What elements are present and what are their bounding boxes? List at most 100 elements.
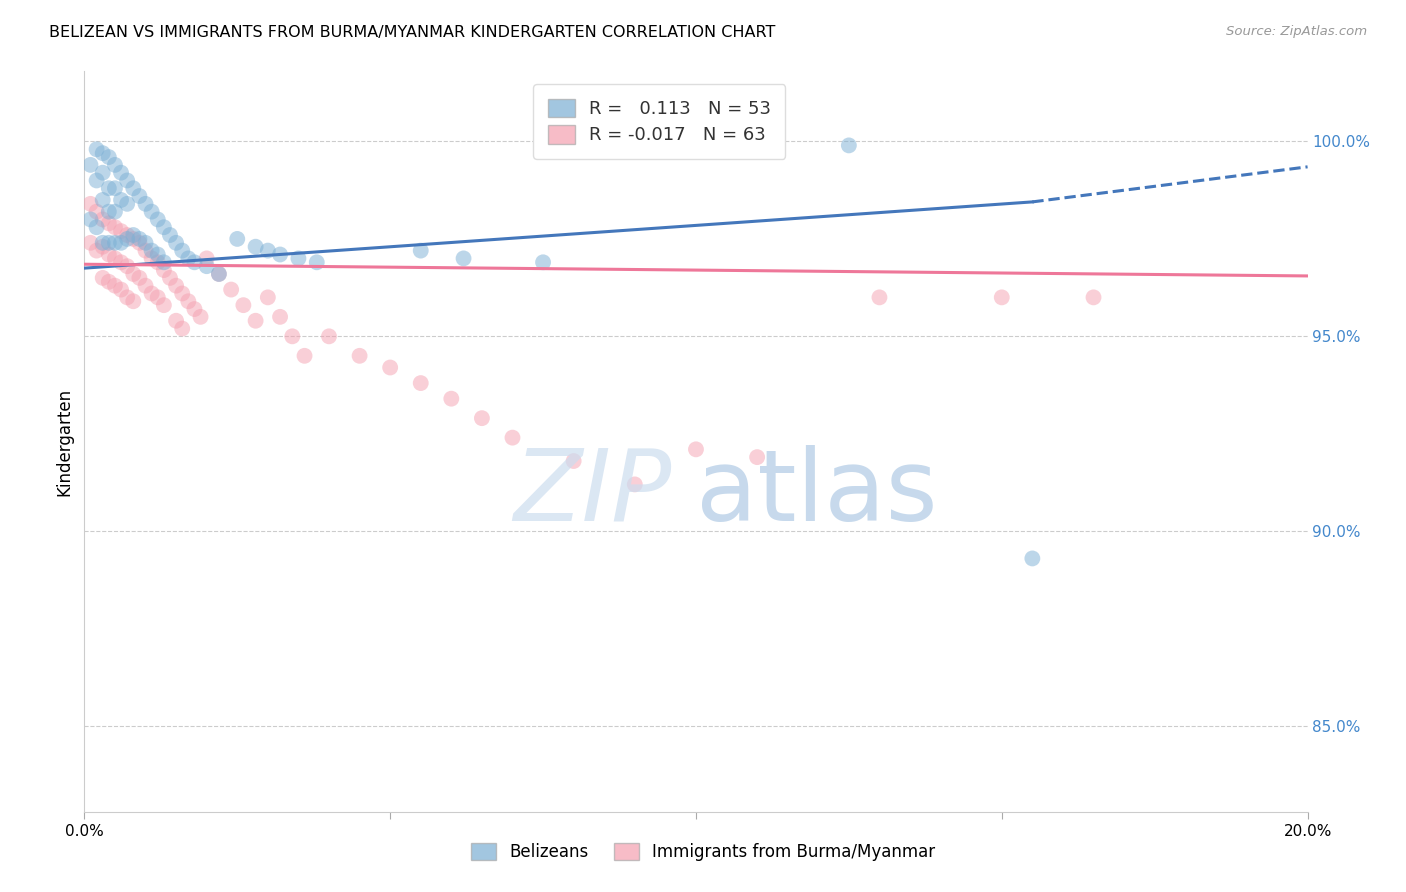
- Point: [183, 301, 205, 316]
- Point: [97, 216, 120, 230]
- Point: [208, 267, 231, 281]
- Point: [135, 235, 157, 250]
- Legend: Belizeans, Immigrants from Burma/Myanmar: Belizeans, Immigrants from Burma/Myanmar: [464, 836, 942, 868]
- Point: [104, 181, 127, 195]
- Point: [141, 286, 163, 301]
- Point: [79, 158, 101, 172]
- Point: [146, 290, 169, 304]
- Text: BELIZEAN VS IMMIGRANTS FROM BURMA/MYANMAR KINDERGARTEN CORRELATION CHART: BELIZEAN VS IMMIGRANTS FROM BURMA/MYANMA…: [49, 25, 776, 40]
- Point: [128, 189, 150, 203]
- Point: [97, 204, 120, 219]
- Point: [624, 477, 647, 491]
- Point: [86, 142, 108, 156]
- Point: [91, 166, 114, 180]
- Point: [440, 392, 463, 406]
- Point: [79, 197, 101, 211]
- Point: [269, 310, 291, 324]
- Point: [183, 255, 205, 269]
- Point: [453, 252, 475, 266]
- Point: [409, 244, 432, 258]
- Point: [153, 263, 176, 277]
- Text: ZIP: ZIP: [513, 445, 672, 541]
- Point: [110, 166, 132, 180]
- Point: [128, 271, 150, 285]
- Point: [287, 252, 309, 266]
- Point: [122, 294, 145, 309]
- Point: [122, 227, 145, 242]
- Point: [115, 290, 138, 304]
- Point: [838, 138, 860, 153]
- Point: [232, 298, 254, 312]
- Point: [177, 252, 200, 266]
- Point: [79, 212, 101, 227]
- Point: [685, 442, 707, 457]
- Point: [172, 286, 194, 301]
- Point: [257, 290, 280, 304]
- Point: [86, 220, 108, 235]
- Point: [531, 255, 554, 269]
- Point: [257, 244, 280, 258]
- Point: [165, 235, 187, 250]
- Point: [471, 411, 494, 425]
- Point: [115, 197, 138, 211]
- Point: [115, 259, 138, 273]
- Point: [153, 298, 176, 312]
- Point: [747, 450, 769, 464]
- Point: [91, 271, 114, 285]
- Point: [165, 278, 187, 293]
- Point: [190, 310, 212, 324]
- Point: [991, 290, 1014, 304]
- Point: [122, 267, 145, 281]
- Point: [195, 259, 218, 273]
- Point: [172, 244, 194, 258]
- Point: [91, 193, 114, 207]
- Point: [141, 244, 163, 258]
- Point: [869, 290, 891, 304]
- Point: [86, 204, 108, 219]
- Point: [86, 173, 108, 187]
- Point: [245, 240, 267, 254]
- Point: [115, 173, 138, 187]
- Point: [172, 321, 194, 335]
- Point: [110, 255, 132, 269]
- Point: [165, 314, 187, 328]
- Point: [245, 314, 267, 328]
- Point: [110, 193, 132, 207]
- Point: [91, 212, 114, 227]
- Point: [380, 360, 402, 375]
- Point: [146, 247, 169, 261]
- Point: [409, 376, 432, 390]
- Point: [86, 244, 108, 258]
- Point: [135, 197, 157, 211]
- Point: [219, 283, 242, 297]
- Point: [104, 204, 127, 219]
- Point: [208, 267, 231, 281]
- Point: [153, 220, 176, 235]
- Legend: R =   0.113   N = 53, R = -0.017   N = 63: R = 0.113 N = 53, R = -0.017 N = 63: [533, 84, 786, 159]
- Point: [281, 329, 304, 343]
- Y-axis label: Kindergarten: Kindergarten: [55, 387, 73, 496]
- Point: [159, 227, 181, 242]
- Point: [141, 204, 163, 219]
- Point: [269, 247, 291, 261]
- Point: [146, 212, 169, 227]
- Point: [97, 150, 120, 164]
- Point: [110, 283, 132, 297]
- Point: [122, 232, 145, 246]
- Point: [135, 244, 157, 258]
- Point: [104, 158, 127, 172]
- Point: [128, 232, 150, 246]
- Point: [135, 278, 157, 293]
- Point: [128, 235, 150, 250]
- Point: [226, 232, 249, 246]
- Text: atlas: atlas: [696, 445, 938, 541]
- Point: [104, 220, 127, 235]
- Point: [79, 235, 101, 250]
- Point: [294, 349, 316, 363]
- Point: [318, 329, 340, 343]
- Point: [153, 255, 176, 269]
- Point: [97, 181, 120, 195]
- Text: Source: ZipAtlas.com: Source: ZipAtlas.com: [1226, 25, 1367, 38]
- Point: [195, 252, 218, 266]
- Point: [146, 255, 169, 269]
